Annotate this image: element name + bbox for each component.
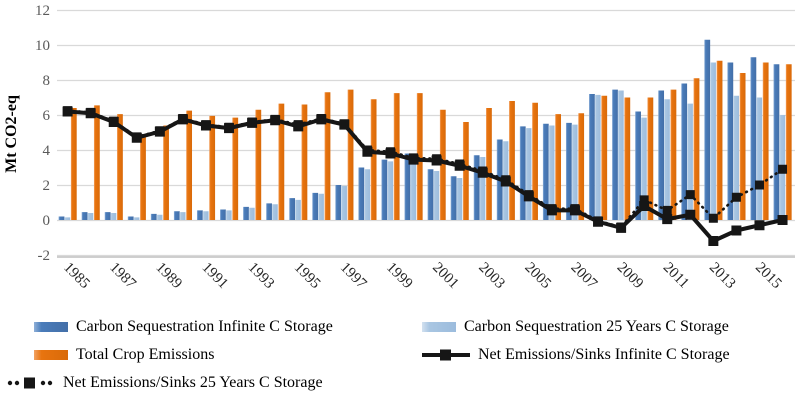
- legend-label: Total Crop Emissions: [76, 346, 215, 363]
- svg-text:4: 4: [43, 143, 51, 159]
- y-axis-title: Mt CO2-eq: [3, 95, 20, 173]
- legend-item-net-infinite: Net Emissions/Sinks Infinite C Storage: [422, 346, 800, 364]
- chart-canvas: 12 10 8 6 4 2 0 -2 1985 1987 1989 1991 1993 1995 1997 1…: [3, 3, 795, 292]
- svg-text:2005: 2005: [521, 260, 554, 293]
- svg-text:2: 2: [43, 178, 51, 194]
- svg-text:2009: 2009: [614, 260, 647, 293]
- svg-text:2007: 2007: [568, 260, 601, 293]
- svg-text:-2: -2: [38, 248, 51, 264]
- chart-legend: Carbon Sequestration Infinite C Storage …: [0, 306, 800, 392]
- svg-text:2003: 2003: [475, 260, 508, 293]
- svg-text:2013: 2013: [706, 260, 739, 293]
- bar-series: [58, 39, 792, 220]
- svg-text:2011: 2011: [660, 260, 692, 292]
- dotted-line-marker-icon: [7, 377, 53, 389]
- svg-text:1987: 1987: [106, 260, 139, 293]
- legend-label: Net Emissions/Sinks Infinite C Storage: [478, 346, 730, 363]
- orange-swatch-icon: [34, 350, 68, 360]
- dark-blue-swatch-icon: [34, 322, 68, 332]
- svg-text:6: 6: [43, 108, 51, 124]
- legend-label: Carbon Sequestration Infinite C Storage: [76, 318, 333, 335]
- emissions-chart: 12 10 8 6 4 2 0 -2 1985 1987 1989 1991 1993 1995 1997 1…: [3, 3, 795, 292]
- svg-text:1989: 1989: [152, 260, 185, 293]
- svg-text:1999: 1999: [383, 260, 416, 293]
- svg-text:1985: 1985: [60, 260, 93, 293]
- solid-line-marker-icon: [422, 349, 470, 361]
- axes: 12 10 8 6 4 2 0 -2 1985 1987 1989 1991 1993 1995 1997 1…: [35, 3, 795, 292]
- legend-item-seq-25yr: Carbon Sequestration 25 Years C Storage: [422, 318, 800, 336]
- line-series: [62, 106, 788, 246]
- svg-text:12: 12: [35, 3, 50, 19]
- svg-text:2001: 2001: [429, 260, 462, 293]
- svg-text:1993: 1993: [245, 260, 278, 293]
- legend-item-crop-emissions: Total Crop Emissions: [34, 346, 422, 364]
- light-blue-swatch-icon: [422, 322, 456, 332]
- svg-text:1997: 1997: [337, 260, 370, 293]
- svg-text:2015: 2015: [752, 260, 785, 293]
- legend-item-seq-infinite: Carbon Sequestration Infinite C Storage: [34, 318, 422, 336]
- legend-label: Net Emissions/Sinks 25 Years C Storage: [63, 374, 323, 391]
- svg-text:0: 0: [43, 213, 51, 229]
- svg-text:8: 8: [43, 73, 51, 89]
- svg-text:1995: 1995: [291, 260, 324, 293]
- svg-text:10: 10: [35, 38, 50, 54]
- legend-label: Carbon Sequestration 25 Years C Storage: [464, 318, 729, 335]
- svg-text:1991: 1991: [199, 260, 232, 293]
- legend-item-net-25yr: Net Emissions/Sinks 25 Years C Storage: [7, 374, 422, 392]
